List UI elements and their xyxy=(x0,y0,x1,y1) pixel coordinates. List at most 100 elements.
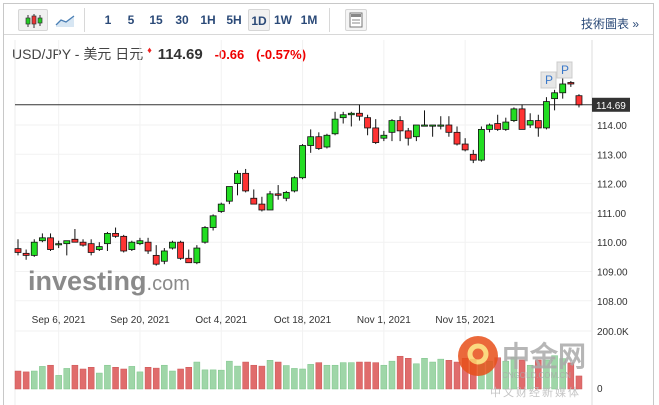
volume-bar xyxy=(502,360,510,390)
y-tick-label: 112.00 xyxy=(597,180,627,191)
candle-body xyxy=(217,203,225,212)
interval-1[interactable]: 1 xyxy=(104,13,112,27)
interval-1d[interactable]: 1D xyxy=(248,9,270,31)
cngold-name: 中金网 xyxy=(502,340,586,372)
volume-bar xyxy=(209,369,217,390)
candle-body xyxy=(63,240,71,245)
candle-body xyxy=(177,241,185,259)
candle-body xyxy=(291,177,298,192)
candle-body xyxy=(339,114,347,119)
candle-body xyxy=(234,172,241,185)
volume-bar xyxy=(144,367,152,390)
volume-bar xyxy=(567,362,575,390)
layout-icon xyxy=(349,12,363,28)
candle-body xyxy=(185,257,193,264)
volume-bar xyxy=(307,364,314,390)
volume-bar xyxy=(575,375,583,390)
volume-bar xyxy=(526,364,534,390)
candle-body xyxy=(152,254,160,265)
marker-label: P xyxy=(545,73,553,87)
candle-body xyxy=(282,191,290,199)
cngold-logo-swirl xyxy=(467,343,489,365)
candle-body xyxy=(128,241,136,250)
volume-bar xyxy=(177,368,184,390)
interval-30[interactable]: 30 xyxy=(175,13,189,27)
instrument-header: USD/JPY - 美元 日元 ♦ 114.69 -0.66 (-0.57%) xyxy=(12,44,306,64)
candle-body xyxy=(445,124,453,133)
volume-bar xyxy=(323,364,331,390)
candle-body xyxy=(494,123,502,130)
y-tick-label: 109.00 xyxy=(597,268,628,279)
interval-1h[interactable]: 1H xyxy=(200,13,216,27)
volume-bar xyxy=(445,360,453,390)
volume-bar xyxy=(242,361,249,390)
volume-bar xyxy=(274,361,282,390)
volume-bar xyxy=(71,364,79,390)
layout-button[interactable] xyxy=(345,9,367,31)
cngold-tagline: 中文财经新媒体 xyxy=(490,385,581,399)
y-tick-label: 111.00 xyxy=(597,209,627,220)
volume-bar xyxy=(299,368,306,390)
candle-body xyxy=(14,248,22,253)
candle-body xyxy=(112,233,119,237)
candle-body xyxy=(87,243,95,253)
volume-bar xyxy=(348,362,355,390)
interval-1m[interactable]: 1M xyxy=(300,13,318,27)
candle-body xyxy=(372,127,380,143)
candle-body xyxy=(250,197,258,205)
y-tick-label: 110.00 xyxy=(597,238,627,249)
symbol-name: USD/JPY - 美元 日元 xyxy=(12,46,144,62)
interval-5h[interactable]: 5H xyxy=(226,13,242,27)
candle-body xyxy=(526,120,534,126)
candle-body xyxy=(364,117,371,129)
marker-box xyxy=(556,61,573,79)
candle-body xyxy=(478,128,485,161)
price-change: -0.66 xyxy=(214,47,245,62)
volume-bar xyxy=(128,366,136,390)
toolbar-divider xyxy=(84,8,85,32)
candlestick-chart-button[interactable] xyxy=(18,9,48,31)
candle-body xyxy=(347,112,355,116)
current-price-label: 114.69 xyxy=(596,101,626,112)
volume-bar xyxy=(79,368,87,390)
volume-bar xyxy=(250,364,258,390)
volume-bar xyxy=(234,365,241,390)
candle-body xyxy=(55,243,63,246)
candle-body xyxy=(22,252,30,256)
y-tick-label: 114.00 xyxy=(597,121,627,132)
technical-chart-link[interactable]: 技術圖表 » xyxy=(580,17,639,31)
volume-tick-label: 200.0K xyxy=(597,327,629,338)
interval-15[interactable]: 15 xyxy=(149,13,163,27)
interval-1w[interactable]: 1W xyxy=(274,13,292,27)
investing-watermark-suffix: .com xyxy=(147,273,190,295)
volume-bar xyxy=(169,370,176,390)
interval-5[interactable]: 5 xyxy=(127,13,135,27)
volume-bar xyxy=(559,358,566,390)
chart-toolbar: 1 5 15 30 1H 5H 1D 1W 1M 技術圖表 » xyxy=(4,4,653,35)
volume-bar xyxy=(388,360,396,390)
candle-body xyxy=(551,92,558,100)
x-tick-label: Sep 20, 2021 xyxy=(110,315,170,326)
volume-bar xyxy=(535,359,542,390)
chart-widget-frame xyxy=(3,3,654,405)
price-change-percent: (-0.57%) xyxy=(256,47,307,62)
candle-body xyxy=(120,235,128,252)
y-tick-label: 113.00 xyxy=(597,150,627,161)
down-arrow-icon: ♦ xyxy=(147,45,152,55)
candle-body xyxy=(266,193,274,211)
line-chart-button[interactable] xyxy=(50,9,80,31)
candle-body xyxy=(461,143,469,151)
volume-bar xyxy=(372,362,379,390)
candle-body xyxy=(356,112,363,117)
candle-body xyxy=(567,82,575,85)
line-chart-icon xyxy=(55,15,75,27)
volume-bar xyxy=(201,369,209,390)
volume-bar xyxy=(396,355,404,390)
candle-body xyxy=(71,238,79,243)
volume-bar xyxy=(14,370,22,390)
candle-body xyxy=(404,130,412,139)
marker-p: P xyxy=(556,61,573,79)
candle-body xyxy=(209,215,217,228)
